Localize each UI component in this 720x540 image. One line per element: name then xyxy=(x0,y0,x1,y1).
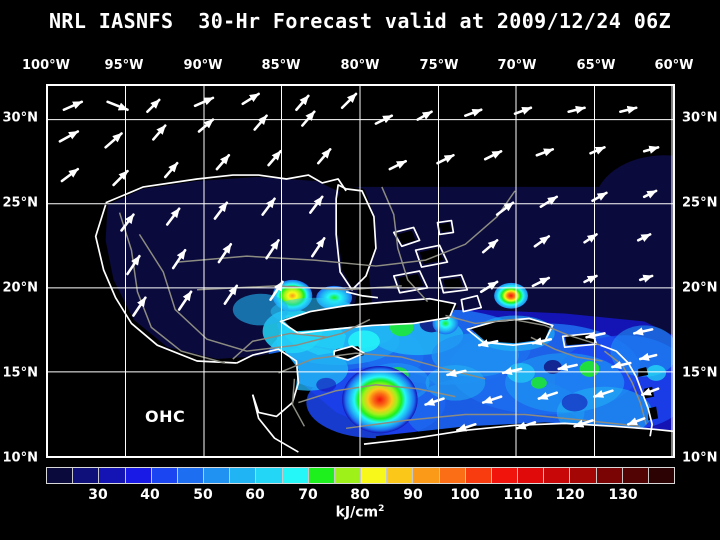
colorbar-cell-6 xyxy=(204,468,231,483)
colorbar-cell-23 xyxy=(648,468,675,483)
colorbar-cell-9 xyxy=(282,468,309,483)
colorbar-cell-11 xyxy=(334,468,362,483)
lat-tick-label-right-10n: 10°N xyxy=(682,450,718,466)
lon-tick-label-60w: 60°W xyxy=(654,58,694,73)
lat-tick-label-left-15n: 15°N xyxy=(2,365,38,381)
lon-tick-label-90w: 90°W xyxy=(183,58,223,73)
colorbar-cell-19 xyxy=(544,468,571,483)
colorbar-cell-21 xyxy=(596,468,623,483)
lon-tick-label-65w: 65°W xyxy=(576,58,616,73)
colorbar-cell-13 xyxy=(387,468,414,483)
colorbar-tick-80: 80 xyxy=(350,487,370,503)
colorbar-cell-18 xyxy=(518,468,545,483)
lat-tick-label-left-30n: 30°N xyxy=(2,110,38,126)
lat-tick-label-right-25n: 25°N xyxy=(682,195,718,211)
colorbar-tick-40: 40 xyxy=(140,487,160,503)
colorbar-tick-70: 70 xyxy=(298,487,318,503)
colorbar-tick-90: 90 xyxy=(403,487,423,503)
figure-title: NRL IASNFS 30-Hr Forecast valid at 2009/… xyxy=(48,9,672,33)
lon-tick-label-95w: 95°W xyxy=(104,58,144,73)
colorbar-tick-120: 120 xyxy=(555,487,585,503)
lat-tick-label-right-20n: 20°N xyxy=(682,280,718,296)
lon-tick-label-85w: 85°W xyxy=(261,58,301,73)
colorbar-cell-17 xyxy=(491,468,519,483)
colorbar-cell-20 xyxy=(570,468,597,483)
ohc-annotation-label: OHC xyxy=(145,407,186,426)
map-panel[interactable] xyxy=(46,84,675,458)
colorbar-cell-1 xyxy=(73,468,100,483)
colorbar-tick-130: 130 xyxy=(608,487,638,503)
colorbar-cell-22 xyxy=(622,468,649,483)
colorbar-cell-7 xyxy=(230,468,257,483)
lon-tick-label-75w: 75°W xyxy=(419,58,459,73)
warm-eddy-south-of-hispaniola xyxy=(494,282,528,309)
lat-tick-label-left-25n: 25°N xyxy=(2,195,38,211)
colorbar-tick-30: 30 xyxy=(88,487,108,503)
colorbar-cell-16 xyxy=(465,468,492,483)
lon-tick-label-100w: 100°W xyxy=(22,58,70,73)
colorbar[interactable] xyxy=(46,467,675,484)
colorbar-cell-10 xyxy=(308,468,335,483)
colorbar-unit-text: kJ/cm xyxy=(335,504,379,521)
colorbar-cell-8 xyxy=(256,468,283,483)
lat-tick-label-right-30n: 30°N xyxy=(682,110,718,126)
colorbar-cell-0 xyxy=(47,468,74,483)
colorbar-cell-12 xyxy=(361,468,388,483)
colorbar-tick-110: 110 xyxy=(503,487,533,503)
colorbar-cell-2 xyxy=(99,468,126,483)
colorbar-cell-4 xyxy=(151,468,178,483)
ohc-heatmap xyxy=(48,86,673,456)
lat-tick-label-left-10n: 10°N xyxy=(2,450,38,466)
warm-eddy-sw-caribbean xyxy=(342,365,418,434)
colorbar-cell-5 xyxy=(177,468,205,483)
colorbar-tick-100: 100 xyxy=(450,487,480,503)
colorbar-cell-3 xyxy=(125,468,152,483)
colorbar-tick-60: 60 xyxy=(245,487,265,503)
colorbar-tick-50: 50 xyxy=(193,487,213,503)
colorbar-unit-exponent: 2 xyxy=(378,504,385,514)
colorbar-cell-14 xyxy=(413,468,440,483)
colorbar-unit-label: kJ/cm2 xyxy=(0,504,720,521)
lat-tick-label-right-15n: 15°N xyxy=(682,365,718,381)
lon-tick-label-80w: 80°W xyxy=(340,58,380,73)
lat-lon-grid xyxy=(48,86,673,456)
lon-tick-label-70w: 70°W xyxy=(497,58,537,73)
colorbar-cell-15 xyxy=(439,468,466,483)
lat-tick-label-left-20n: 20°N xyxy=(2,280,38,296)
